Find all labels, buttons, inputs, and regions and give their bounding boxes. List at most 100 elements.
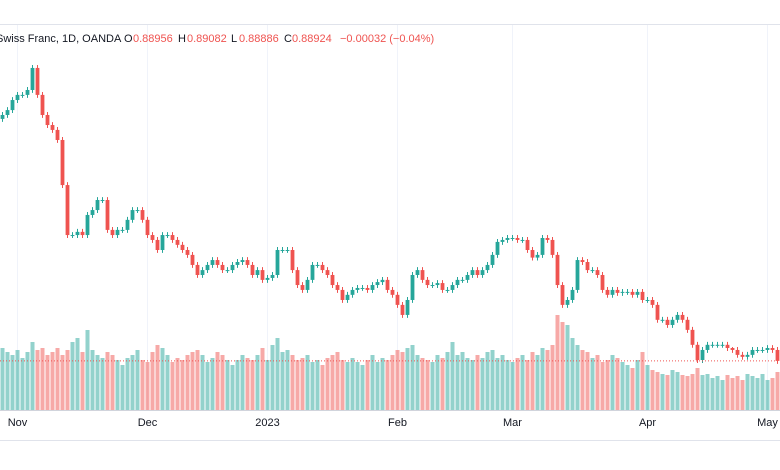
volume-bar <box>355 362 360 410</box>
volume-bar <box>625 365 630 410</box>
candle-body <box>85 214 90 236</box>
volume-bar <box>385 360 390 410</box>
candle-body <box>505 237 510 240</box>
candle-body <box>455 279 460 286</box>
volume-bar <box>315 360 320 410</box>
volume-bar <box>465 358 470 410</box>
candle-body <box>305 279 310 290</box>
candle-body <box>545 237 550 240</box>
candle-body <box>485 264 490 271</box>
x-tick-label: Nov <box>8 417 28 429</box>
volume-bar <box>405 348 410 410</box>
volume-bar <box>360 365 365 410</box>
candle-body <box>500 239 505 242</box>
volume-bar <box>460 352 465 410</box>
volume-bar <box>250 360 255 410</box>
volume-bar <box>80 352 85 410</box>
volume-bar <box>230 365 235 410</box>
candle-body <box>645 299 650 301</box>
candle-body <box>595 270 600 275</box>
candle-body <box>750 349 755 355</box>
volume-bar <box>170 362 175 410</box>
candle-body <box>470 270 475 275</box>
volume-bar <box>435 355 440 410</box>
volume-bar <box>45 355 50 410</box>
legend-high-value: 0.89082 <box>187 33 227 45</box>
volume-bar <box>190 352 195 410</box>
volume-bar <box>120 365 125 410</box>
candle-body <box>150 235 155 240</box>
volume-bar <box>135 350 140 410</box>
candle-body <box>555 254 560 286</box>
volume-bar <box>595 355 600 410</box>
volume-bar <box>140 360 145 410</box>
volume-bar <box>470 360 475 410</box>
candle-body <box>590 270 595 272</box>
candle-body <box>425 279 430 286</box>
volume-bar <box>665 375 670 410</box>
candle-body <box>690 329 695 345</box>
candle-body <box>255 270 260 275</box>
volume-bar <box>95 355 100 410</box>
volume-bar <box>605 360 610 410</box>
candle-body <box>460 279 465 281</box>
volume-bar <box>400 352 405 410</box>
candle-body <box>445 289 450 291</box>
candle-body <box>430 285 435 287</box>
candle-body <box>420 270 425 280</box>
candle-body <box>15 94 20 101</box>
volume-bar <box>195 350 200 410</box>
candle-body <box>580 260 585 263</box>
candle-body <box>160 235 165 250</box>
candle-body <box>560 285 565 305</box>
legend-close-value: 0.88924 <box>292 33 332 45</box>
candle-body <box>145 219 150 236</box>
candle-body <box>510 237 515 239</box>
candle-body <box>50 125 55 130</box>
candle-body <box>265 277 270 280</box>
volume-bar <box>560 322 565 410</box>
volume-bar <box>90 350 95 410</box>
volume-bar <box>485 352 490 410</box>
volume-bar <box>300 358 305 410</box>
candle-body <box>200 270 205 275</box>
volume-bar <box>150 352 155 410</box>
volume-bar <box>415 355 420 410</box>
candle-body <box>655 304 660 320</box>
candle-body <box>175 239 180 245</box>
candle-body <box>465 274 470 280</box>
candle-body <box>110 229 115 236</box>
candle-body <box>685 319 690 330</box>
volume-bar <box>225 360 230 410</box>
volume-bar <box>735 376 740 410</box>
volume-bar <box>370 355 375 410</box>
volume-bar <box>610 355 615 410</box>
volume-bar <box>365 360 370 410</box>
candle-body <box>575 260 580 290</box>
candle-body <box>270 274 275 278</box>
volume-bar <box>200 355 205 410</box>
volume-bar <box>535 355 540 410</box>
candle-body <box>490 254 495 265</box>
volume-bar <box>185 355 190 410</box>
candle-body <box>100 200 105 202</box>
volume-bar <box>345 362 350 410</box>
volume-bar <box>635 360 640 410</box>
volume-bar <box>765 380 770 410</box>
candle-body <box>440 283 445 290</box>
candle-body <box>45 114 50 126</box>
volume-bar <box>505 360 510 410</box>
volume-bar <box>240 355 245 410</box>
volume-bar <box>545 350 550 410</box>
candle-body <box>450 285 455 290</box>
volume-bar <box>145 362 150 410</box>
volume-bar <box>5 352 10 410</box>
volume-bar <box>510 362 515 410</box>
volume-bar <box>655 372 660 410</box>
volume-bar <box>660 374 665 410</box>
volume-bar <box>705 374 710 410</box>
volume-bar <box>295 360 300 410</box>
candle-body <box>310 264 315 280</box>
volume-bar <box>130 355 135 410</box>
